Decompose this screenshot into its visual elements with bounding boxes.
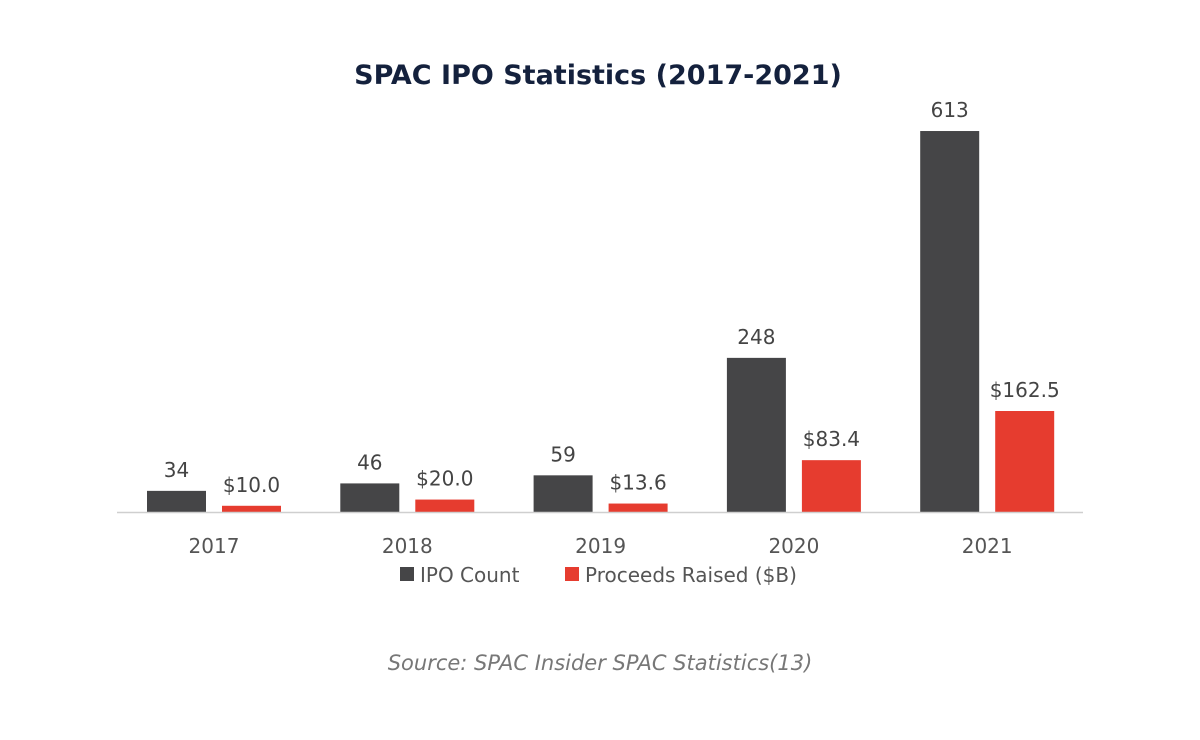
bar-proceeds-2019: [608, 503, 668, 512]
bar-proceeds-2020: [801, 460, 861, 512]
data-label: 46: [357, 450, 382, 474]
data-label: 59: [550, 442, 575, 466]
bar-ipo-count-2018: [340, 483, 400, 512]
data-label: 248: [737, 325, 775, 349]
data-label: $83.4: [803, 427, 860, 451]
data-label: $162.5: [990, 378, 1060, 402]
source-note: Source: SPAC Insider SPAC Statistics(13): [388, 651, 813, 675]
x-tick-label: 2020: [768, 534, 819, 558]
bar-ipo-count-2019: [533, 475, 593, 512]
x-tick-label: 2019: [575, 534, 626, 558]
bar-ipo-count-2020: [726, 357, 786, 512]
bar-proceeds-2018: [415, 499, 475, 512]
legend-label: Proceeds Raised ($B): [585, 563, 797, 587]
data-label: $20.0: [416, 467, 473, 491]
bar-proceeds-2021: [995, 411, 1055, 512]
legend-label: IPO Count: [420, 563, 520, 587]
chart-title: SPAC IPO Statistics (2017-2021): [354, 60, 842, 91]
data-label: $10.0: [223, 473, 280, 497]
data-label: 34: [164, 458, 189, 482]
x-tick-label: 2018: [382, 534, 433, 558]
legend-swatch: [400, 567, 414, 581]
x-tick-label: 2017: [189, 534, 240, 558]
bar-proceeds-2017: [222, 505, 281, 512]
x-tick-label: 2021: [962, 534, 1013, 558]
bar-ipo-count-2017: [147, 490, 206, 512]
bar-ipo-count-2021: [920, 131, 980, 512]
legend-swatch: [565, 567, 579, 581]
data-label: $13.6: [609, 471, 666, 495]
legend: IPO Count Proceeds Raised ($B): [400, 563, 797, 587]
data-label: 613: [931, 98, 969, 122]
